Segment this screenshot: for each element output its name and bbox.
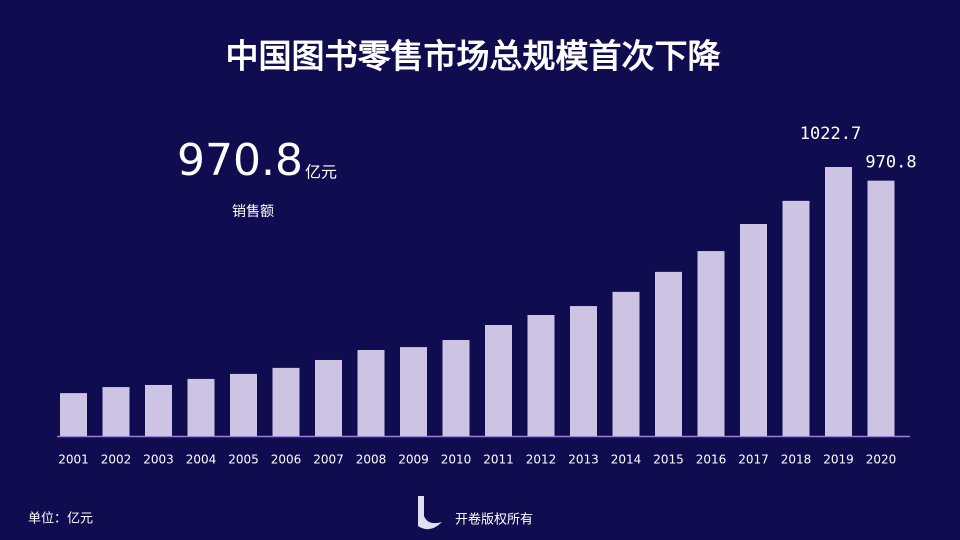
bar <box>272 367 300 436</box>
value-label: 970.8 <box>865 153 916 173</box>
bar <box>400 347 427 436</box>
highlight-label: 销售额 <box>232 204 274 220</box>
x-tick-label: 2020 <box>866 453 897 467</box>
bar <box>782 200 810 436</box>
x-tick-label: 2011 <box>483 453 514 467</box>
bar <box>740 223 767 436</box>
unit-note: 单位：亿元 <box>28 512 93 527</box>
bar <box>570 306 597 436</box>
highlight-value: 970.8 <box>177 135 303 186</box>
x-tick-label: 2012 <box>526 453 557 467</box>
bar <box>60 393 87 436</box>
x-tick-label: 2007 <box>313 453 344 467</box>
x-tick-label: 2016 <box>696 453 727 467</box>
bar <box>145 384 172 436</box>
bar <box>867 180 895 436</box>
value-label: 1022.7 <box>800 124 861 144</box>
x-tick-label: 2004 <box>186 453 217 467</box>
x-tick-label: 2003 <box>143 453 174 467</box>
bar <box>697 251 725 436</box>
x-tick-label: 2014 <box>611 453 642 467</box>
x-tick-label: 2002 <box>101 453 132 467</box>
x-tick-label: 2006 <box>271 453 302 467</box>
bar <box>527 315 555 436</box>
x-tick-label: 2015 <box>653 453 684 467</box>
bar <box>442 339 470 436</box>
x-tick-label: 2009 <box>398 453 429 467</box>
bar <box>230 373 257 436</box>
bar <box>612 291 640 436</box>
bar <box>187 378 215 436</box>
highlight-unit: 亿元 <box>305 163 337 182</box>
logo <box>418 496 442 530</box>
bar <box>655 271 682 436</box>
bar <box>102 387 130 436</box>
x-tick-label: 2019 <box>823 453 854 467</box>
bar <box>825 167 852 436</box>
x-tick-label: 2017 <box>738 453 769 467</box>
x-tick-label: 2008 <box>356 453 387 467</box>
bar <box>485 325 512 436</box>
chart-title: 中国图书零售市场总规模首次下降 <box>226 37 722 76</box>
x-tick-label: 2010 <box>441 453 472 467</box>
x-tick-label: 2013 <box>568 453 599 467</box>
source: 开卷版权所有 <box>455 512 533 528</box>
x-tick-label: 2001 <box>58 453 89 467</box>
bar <box>357 349 385 436</box>
bar <box>315 359 342 436</box>
x-tick-label: 2018 <box>781 453 812 467</box>
x-tick-label: 2005 <box>228 453 259 467</box>
